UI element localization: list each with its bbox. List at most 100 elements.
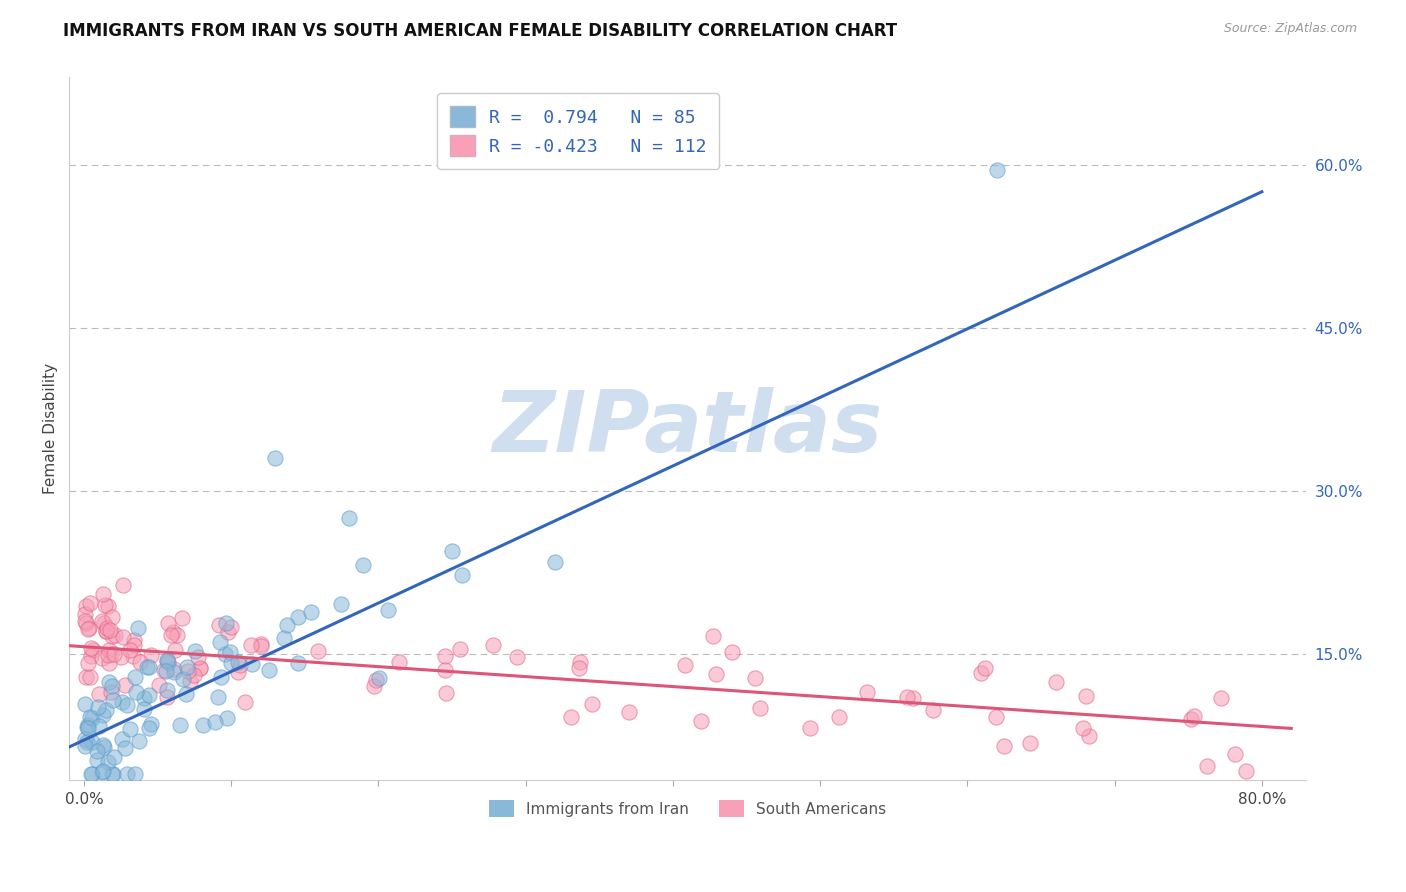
- Point: [544, 555, 567, 569]
- Point: [176, 659, 198, 673]
- Point: [104, 628, 127, 642]
- Point: [79, 767, 101, 781]
- Point: [581, 697, 603, 711]
- Point: [96, 624, 118, 638]
- Point: [91, 708, 114, 723]
- Point: [177, 665, 200, 679]
- Point: [162, 624, 184, 639]
- Point: [94, 598, 117, 612]
- Point: [75, 697, 97, 711]
- Point: [569, 655, 592, 669]
- Point: [100, 647, 122, 661]
- Point: [986, 710, 1008, 724]
- Point: [377, 603, 399, 617]
- Point: [974, 660, 997, 674]
- Point: [80, 641, 103, 656]
- Point: [169, 718, 191, 732]
- Point: [101, 679, 124, 693]
- Point: [91, 739, 114, 753]
- Point: [449, 641, 471, 656]
- Point: [217, 625, 239, 640]
- Point: [124, 767, 146, 781]
- Point: [218, 645, 240, 659]
- Point: [188, 661, 211, 675]
- Point: [896, 690, 918, 704]
- Text: Source: ZipAtlas.com: Source: ZipAtlas.com: [1223, 22, 1357, 36]
- Point: [744, 672, 766, 686]
- Point: [204, 714, 226, 729]
- Point: [111, 695, 134, 709]
- Point: [103, 693, 125, 707]
- Point: [434, 664, 457, 678]
- Point: [138, 659, 160, 673]
- Point: [94, 624, 117, 638]
- Point: [80, 735, 103, 749]
- Point: [434, 686, 457, 700]
- Point: [208, 618, 231, 632]
- Point: [276, 618, 298, 632]
- Point: [79, 596, 101, 610]
- Point: [249, 637, 271, 651]
- Point: [441, 544, 464, 558]
- Point: [76, 622, 98, 636]
- Point: [1074, 690, 1097, 704]
- Point: [706, 666, 728, 681]
- Point: [366, 673, 388, 687]
- Point: [191, 718, 214, 732]
- Point: [111, 732, 134, 747]
- Point: [856, 685, 879, 699]
- Point: [141, 716, 163, 731]
- Point: [1211, 691, 1233, 706]
- Point: [114, 678, 136, 692]
- Point: [160, 627, 183, 641]
- Point: [114, 740, 136, 755]
- Y-axis label: Female Disability: Female Disability: [44, 363, 58, 494]
- Point: [97, 599, 120, 613]
- Point: [170, 611, 193, 625]
- Point: [273, 631, 295, 645]
- Point: [207, 690, 229, 704]
- Point: [299, 605, 322, 619]
- Point: [86, 744, 108, 758]
- Point: [77, 722, 100, 736]
- Point: [103, 647, 125, 661]
- Point: [122, 632, 145, 647]
- Point: [307, 643, 329, 657]
- Point: [115, 698, 138, 712]
- Point: [134, 702, 156, 716]
- Point: [90, 614, 112, 628]
- Point: [183, 668, 205, 682]
- Point: [125, 685, 148, 699]
- Point: [156, 690, 179, 704]
- Point: [75, 599, 97, 613]
- Point: [100, 629, 122, 643]
- Point: [153, 663, 176, 677]
- Point: [617, 706, 640, 720]
- Point: [91, 764, 114, 779]
- Point: [481, 638, 503, 652]
- Point: [506, 650, 529, 665]
- Point: [127, 621, 149, 635]
- Point: [76, 718, 98, 732]
- Point: [337, 511, 360, 525]
- Point: [110, 649, 132, 664]
- Point: [799, 721, 821, 735]
- Point: [97, 674, 120, 689]
- Point: [673, 658, 696, 673]
- Point: [970, 665, 993, 680]
- Point: [103, 749, 125, 764]
- Point: [98, 643, 121, 657]
- Point: [702, 629, 724, 643]
- Point: [1078, 729, 1101, 743]
- Point: [124, 670, 146, 684]
- Point: [363, 679, 385, 693]
- Point: [259, 663, 281, 677]
- Point: [352, 558, 374, 572]
- Point: [111, 630, 134, 644]
- Point: [79, 621, 101, 635]
- Point: [1197, 758, 1219, 772]
- Point: [922, 703, 945, 717]
- Point: [121, 648, 143, 663]
- Point: [187, 649, 209, 664]
- Point: [93, 616, 115, 631]
